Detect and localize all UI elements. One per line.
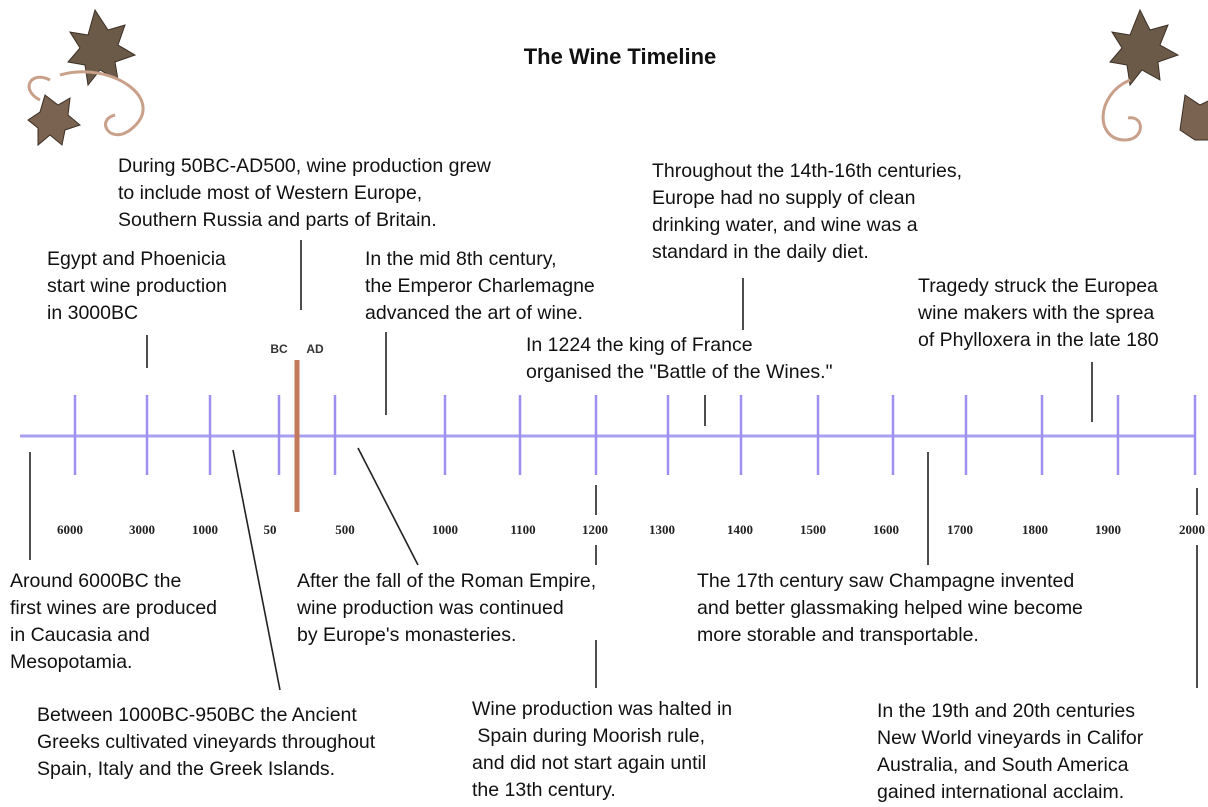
event-text: Tragedy struck the Europea (918, 275, 1158, 297)
event-text: of Phylloxera in the late 180 (918, 329, 1159, 351)
tick-label: 1000 (192, 522, 218, 537)
era-label: BC (270, 342, 288, 356)
tick-label: 1700 (947, 522, 973, 537)
event-text: in Caucasia and (10, 624, 150, 646)
event-text: more storable and transportable. (697, 624, 979, 646)
event-text: Between 1000BC-950BC the Ancient (37, 704, 357, 726)
event-text: In the mid 8th century, (365, 248, 557, 270)
tick-label: 1200 (582, 522, 608, 537)
tick-label: 1500 (800, 522, 826, 537)
event: During 50BC-AD500, wine production grew t… (118, 155, 492, 231)
event-text: in 3000BC (47, 302, 138, 324)
tick-label: 1900 (1095, 522, 1121, 537)
event-text: to include most of Western Europe, (118, 182, 422, 204)
event-text: Egypt and Phoenicia (47, 248, 226, 270)
era-label: AD (306, 342, 324, 356)
event-text: wine production was continued (296, 597, 564, 619)
event: In the mid 8th century, the Emperor Charl… (365, 248, 595, 324)
event-text: organised the "Battle of the Wines." (526, 361, 833, 383)
event-text: Greeks cultivated vineyards throughout (37, 731, 376, 753)
event-text: advanced the art of wine. (365, 302, 583, 324)
tick-label: 1400 (727, 522, 753, 537)
tick-label: 1800 (1022, 522, 1048, 537)
event-text: Mesopotamia. (10, 651, 132, 673)
event-text: In the 19th and 20th centuries (877, 700, 1135, 722)
event: In the 19th and 20th centuries New World … (877, 700, 1144, 803)
event-text: During 50BC-AD500, wine production grew (118, 155, 492, 177)
event-text: Australia, and South America (877, 754, 1129, 776)
event-text: After the fall of the Roman Empire, (297, 570, 596, 592)
event: In 1224 the king of France organised the … (526, 334, 833, 383)
event: Tragedy struck the Europea wine makers wi… (917, 275, 1159, 351)
event: Between 1000BC-950BC the Ancient Greeks c… (37, 704, 376, 780)
event-text: and better glassmaking helped wine becom… (697, 597, 1083, 619)
tick-label: 3000 (129, 522, 155, 537)
event: Wine production was halted in Spain duri… (472, 698, 732, 801)
event: After the fall of the Roman Empire, wine … (296, 570, 596, 646)
event: Throughout the 14th-16th centuries, Europ… (652, 160, 962, 263)
event: The 17th century saw Champagne invented a… (697, 570, 1083, 646)
event-text: by Europe's monasteries. (297, 624, 516, 646)
event-text: New World vineyards in Califor (877, 727, 1144, 749)
event-text: first wines are produced (10, 597, 217, 619)
event-text: Southern Russia and parts of Britain. (118, 209, 437, 231)
leaf-decoration-left (28, 10, 143, 145)
event-text: Throughout the 14th-16th centuries, (652, 160, 962, 182)
tick-label: 1100 (510, 522, 535, 537)
event-text: wine makers with the sprea (917, 302, 1154, 324)
event-text: the 13th century. (472, 779, 616, 801)
event-text: Spain, Italy and the Greek Islands. (37, 758, 335, 780)
leaf-decoration-right (1103, 10, 1208, 140)
tick-label: 6000 (57, 522, 83, 537)
event-text: In 1224 the king of France (526, 334, 753, 356)
event-text: drinking water, and wine was a (652, 214, 918, 236)
event-text: and did not start again until (472, 752, 706, 774)
tick-label: 1300 (649, 522, 675, 537)
title: The Wine Timeline (524, 44, 717, 69)
wine-timeline: The Wine Timeline BC AD 6000 3000 1000 50 50… (0, 0, 1208, 807)
tick-label: 50 (264, 522, 277, 537)
event-text: gained international acclaim. (877, 781, 1124, 803)
ticks: 6000 3000 1000 50 500 1000 1100 1200 1300 1400 150… (57, 395, 1205, 537)
event-text: start wine production (47, 275, 227, 297)
event-text: standard in the daily diet. (652, 241, 869, 263)
event-text: The 17th century saw Champagne invented (697, 570, 1074, 592)
tick-label: 1600 (873, 522, 899, 537)
event: Around 6000BC the first wines are produce… (10, 570, 217, 673)
event-text: the Emperor Charlemagne (365, 275, 595, 297)
event-text: Wine production was halted in (472, 698, 732, 720)
tick-label: 500 (335, 522, 355, 537)
event-text: Europe had no supply of clean (652, 187, 915, 209)
event: Egypt and Phoenicia start wine production… (47, 248, 227, 324)
events: During 50BC-AD500, wine production grew t… (10, 155, 1159, 803)
tick-label: 2000 (1179, 522, 1205, 537)
event-text: Around 6000BC the (10, 570, 181, 592)
tick-label: 1000 (432, 522, 458, 537)
event-text: Spain during Moorish rule, (472, 725, 705, 747)
